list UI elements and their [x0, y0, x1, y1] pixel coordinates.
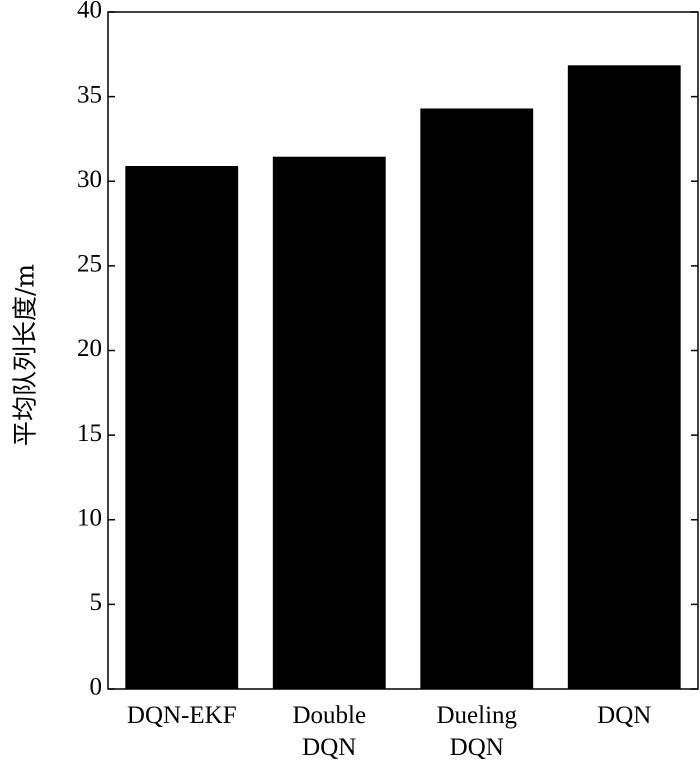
bar	[567, 65, 681, 690]
x-tick-label-line: Double	[292, 702, 366, 729]
y-tick-label: 5	[90, 589, 103, 616]
bar	[272, 156, 386, 690]
bars-group	[125, 65, 681, 690]
x-tick-label: DQN-EKF	[127, 702, 237, 729]
x-tick-label-line: DQN	[450, 734, 504, 761]
x-tick-label: DQN	[597, 702, 651, 729]
x-tick-label: Dueling DQN	[436, 702, 517, 761]
x-tick-label-line: DQN	[302, 734, 356, 761]
y-tick-label: 15	[77, 420, 102, 447]
y-tick-label: 0	[90, 674, 103, 701]
y-tick-label: 25	[77, 251, 102, 278]
x-tick-label-line: DQN	[597, 702, 651, 729]
bar	[420, 108, 534, 689]
x-axis: DQN-EKF Double DQN Dueling DQN DQN	[127, 702, 651, 761]
x-tick-label: Double DQN	[292, 702, 366, 761]
y-tick-label: 35	[77, 81, 102, 108]
bar	[125, 166, 239, 689]
y-tick-label: 30	[77, 166, 102, 193]
y-tick-label: 10	[77, 504, 102, 531]
y-tick-label: 40	[77, 0, 102, 24]
x-tick-label-line: DQN-EKF	[127, 702, 237, 729]
y-tick-label: 20	[77, 335, 102, 362]
y-axis: 0 5 10 15 20 25 30 35 40	[77, 0, 698, 701]
y-axis-label: 平均队列长度/m	[11, 264, 40, 446]
x-tick-label-line: Dueling	[436, 702, 517, 729]
